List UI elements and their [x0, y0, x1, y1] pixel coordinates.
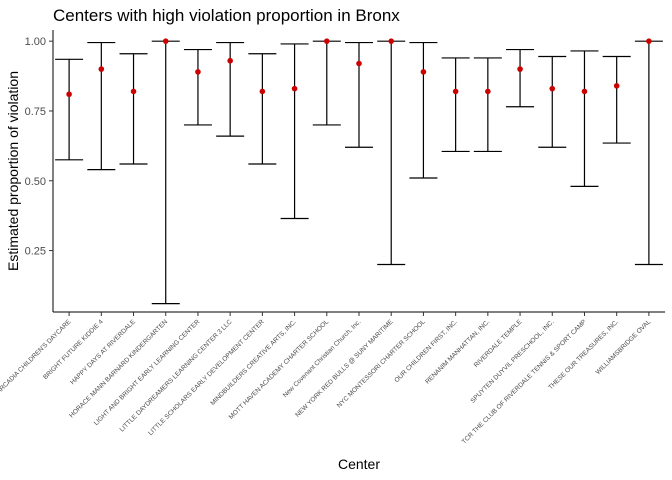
error-bar: [441, 57, 470, 153]
x-tick-label: THESE OUR TREASURES, INC.: [547, 318, 620, 391]
estimate-point: [259, 88, 266, 95]
estimate-point: [195, 69, 201, 75]
x-tick-label: OUR CHILDREN FIRST, INC.: [393, 318, 459, 384]
x-tick-label: LITTLE SCHOLARS EARLY DEVELOPMENT CENTER: [147, 318, 266, 437]
y-tick-label: 1.00: [25, 36, 46, 48]
estimate-point: [66, 91, 72, 98]
estimate-point: [291, 85, 298, 92]
error-bar: [377, 40, 406, 266]
error-bar: [151, 40, 180, 305]
y-axis-title: Estimated proportion of violation: [5, 71, 21, 271]
x-tick-label: LITTLE DAYDREAMERS LEARNING CENTER 3 LLC: [119, 318, 234, 433]
error-bar: [538, 55, 567, 148]
error-bar: [87, 41, 116, 171]
estimate-point: [485, 88, 491, 95]
estimate-point: [323, 38, 330, 44]
estimate-point: [452, 88, 459, 95]
error-bar: [634, 40, 663, 266]
estimate-point: [227, 57, 233, 64]
y-tick-label: 0.50: [25, 176, 46, 188]
x-axis-title: Center: [338, 456, 380, 472]
estimate-point: [388, 38, 395, 44]
y-axis-ticks: 0.25 0.50 0.75 1.00: [25, 36, 53, 258]
estimate-point: [356, 60, 362, 67]
error-bar: [506, 48, 535, 108]
estimate-point: [130, 88, 137, 95]
error-bar: [280, 43, 309, 220]
estimate-point: [581, 88, 588, 95]
x-tick-label: WILLIAMSBRIDGE OVAL: [595, 318, 653, 376]
error-bar: [119, 53, 148, 165]
x-tick-label: HAPPY DAYS AT RIVERDALE: [69, 318, 137, 386]
y-tick-label: 0.25: [25, 246, 46, 258]
x-tick-label: RENANIM MANHATTAN, INC.: [424, 318, 491, 385]
estimate-point: [162, 38, 169, 44]
estimate-point: [549, 85, 556, 92]
error-bar: [312, 40, 341, 126]
chart-title: Centers with high violation proportion i…: [53, 6, 400, 25]
estimate-point: [517, 66, 523, 72]
error-bar: [473, 57, 502, 153]
estimate-point: [420, 69, 427, 75]
x-tick-label: TCR THE CLUB OF RIVERDALE TENNIS & SPORT…: [461, 318, 588, 445]
estimate-point: [613, 83, 620, 89]
error-bar: [55, 58, 84, 161]
error-bar: [183, 48, 212, 126]
estimate-points: [66, 38, 652, 98]
x-tick-label: BRIGHT FUTURE KIDDIE 4: [42, 318, 105, 381]
error-bar: [248, 53, 277, 165]
error-bar: [216, 41, 245, 137]
error-bar: [602, 55, 631, 144]
y-tick-label: 0.75: [25, 106, 46, 118]
estimate-point: [646, 38, 652, 44]
error-bar: [570, 50, 599, 187]
error-bar: [345, 41, 373, 148]
error-bar: [409, 41, 438, 179]
error-bars: [55, 40, 663, 305]
estimate-point: [98, 66, 105, 72]
